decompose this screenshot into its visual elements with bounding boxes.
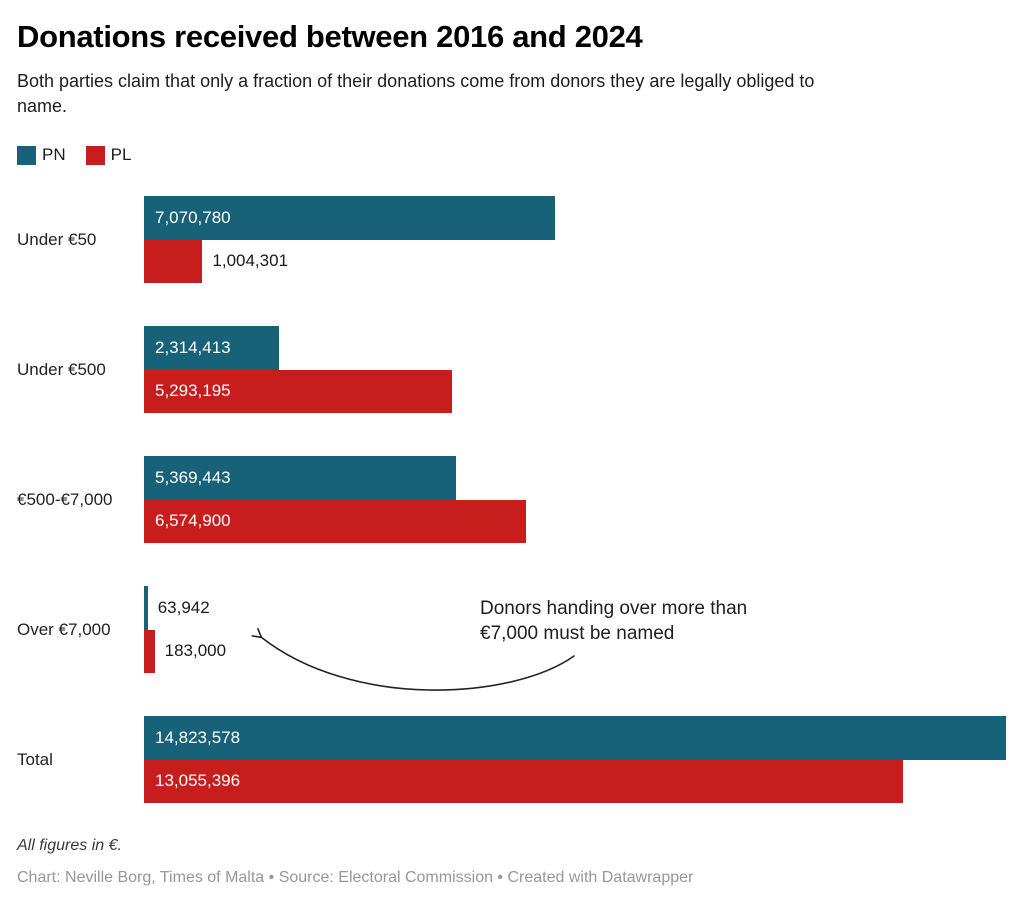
pn-bar-under-500[interactable]: 2,314,413 [144, 326, 279, 370]
value-label: 6,574,900 [155, 511, 231, 531]
pl-bar-under-500[interactable]: 5,293,195 [144, 369, 452, 414]
chart-footnote: All figures in €. [17, 837, 122, 855]
bar-row: 63,942 [144, 586, 1006, 630]
value-label: 2,314,413 [155, 337, 231, 357]
chart-byline: Chart: Neville Borg, Times of Malta • So… [17, 869, 694, 887]
value-label: 183,000 [164, 641, 227, 661]
bar-group-500-7000: €500-€7,000 5,369,443 6,574,900 [17, 456, 1006, 544]
legend-item-pl: PL [85, 145, 132, 165]
bar-row: 6,574,900 [144, 499, 1006, 544]
value-label: 5,369,443 [155, 467, 231, 487]
pl-bar-500-7000[interactable]: 6,574,900 [144, 499, 527, 544]
bar-group-over-7000: Over €7,000 63,942 183,000 [17, 586, 1006, 674]
category-label: €500-€7,000 [17, 489, 113, 509]
annotation-line-1: Donors handing over more than [480, 598, 748, 620]
value-label: 7,070,780 [155, 207, 231, 227]
bar-row: 5,369,443 [144, 456, 1006, 500]
pn-bar-under-50[interactable]: 7,070,780 [144, 196, 556, 240]
value-label: 63,942 [157, 597, 210, 617]
legend-item-pn: PN [17, 145, 66, 165]
pn-bar-500-7000[interactable]: 5,369,443 [144, 456, 457, 500]
category-label: Total [17, 749, 53, 769]
bar-group-under-500: Under €500 2,314,413 5,293,195 [17, 326, 1006, 414]
pl-bar-under-50[interactable] [144, 239, 203, 284]
bar-row: 183,000 [144, 629, 1006, 674]
pn-bar-total[interactable]: 14,823,578 [144, 716, 1006, 760]
bar-row: 7,070,780 [144, 196, 1006, 240]
bar-pair: 2,314,413 5,293,195 [144, 326, 1006, 414]
chart-plot-area: Under €50 7,070,780 1,004,301 Under €500 [17, 196, 1006, 804]
bar-row: 5,293,195 [144, 369, 1006, 414]
bar-pair: 63,942 183,000 [144, 586, 1006, 674]
bar-row: 1,004,301 [144, 239, 1006, 284]
chart-title: Donations received between 2016 and 2024 [17, 19, 643, 54]
pl-legend-label: PL [110, 145, 132, 165]
annotation-text: Donors handing over more than €7,000 mus… [480, 596, 747, 646]
category-label: Over €7,000 [17, 619, 111, 639]
pl-bar-over-7000[interactable] [144, 629, 155, 674]
category-label: Under €500 [17, 359, 106, 379]
pl-bar-total[interactable]: 13,055,396 [144, 759, 904, 804]
bar-row: 14,823,578 [144, 716, 1006, 760]
pn-bar-over-7000[interactable] [144, 586, 148, 630]
legend: PN PL [17, 145, 1006, 165]
bar-pair: 7,070,780 1,004,301 [144, 196, 1006, 284]
bar-row: 13,055,396 [144, 759, 1006, 804]
bar-row: 2,314,413 [144, 326, 1006, 370]
bar-group-total: Total 14,823,578 13,055,396 [17, 716, 1006, 804]
annotation-line-2: €7,000 must be named [480, 623, 675, 645]
pn-legend-label: PN [42, 145, 66, 165]
value-label: 13,055,396 [155, 771, 241, 791]
value-label: 1,004,301 [212, 251, 289, 271]
bar-pair: 14,823,578 13,055,396 [144, 716, 1006, 804]
bar-group-under-50: Under €50 7,070,780 1,004,301 [17, 196, 1006, 284]
chart-subtitle: Both parties claim that only a fraction … [17, 70, 815, 116]
pl-legend-swatch [85, 145, 105, 165]
bar-pair: 5,369,443 6,574,900 [144, 456, 1006, 544]
value-label: 14,823,578 [155, 727, 241, 747]
value-label: 5,293,195 [155, 381, 231, 401]
pn-legend-swatch [17, 145, 36, 165]
category-label: Under €50 [17, 229, 97, 249]
